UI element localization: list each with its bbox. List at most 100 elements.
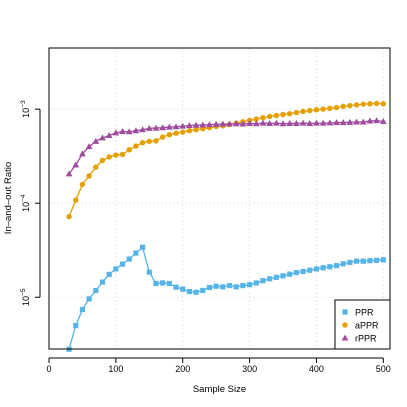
data-point-appr [133, 143, 139, 149]
data-point-rppr [359, 118, 367, 125]
data-point-ppr [273, 274, 279, 280]
data-point-ppr [193, 289, 199, 295]
plot-frame [48, 47, 391, 350]
data-point-appr [293, 109, 300, 116]
data-point-appr [113, 152, 119, 158]
legend-marker-ppr [342, 309, 348, 315]
data-point-rppr [206, 121, 213, 128]
data-point-ppr [73, 322, 79, 329]
series-ppr [66, 244, 386, 352]
data-point-rppr [239, 120, 247, 127]
data-point-rppr [159, 124, 167, 131]
data-point-ppr [153, 280, 159, 287]
data-point-rppr [272, 119, 280, 126]
data-point-ppr [380, 257, 386, 263]
data-point-ppr [353, 258, 360, 264]
data-point-appr [327, 105, 333, 112]
data-point-rppr [226, 120, 233, 127]
data-point-ppr [320, 265, 326, 271]
data-point-rppr [299, 119, 307, 126]
data-point-rppr [65, 170, 73, 177]
data-point-ppr [146, 269, 152, 275]
data-point-appr [99, 157, 106, 164]
data-point-rppr [192, 121, 200, 128]
data-point-rppr [319, 119, 327, 126]
legend-marker-appr [342, 322, 348, 328]
data-point-appr [119, 151, 126, 158]
data-point-rppr [353, 118, 360, 125]
x-axis: 0 100 200 300 400 500 [46, 357, 391, 374]
data-point-appr [186, 127, 193, 134]
data-point-rppr [346, 118, 354, 125]
data-point-appr [300, 108, 306, 115]
y-axis: 10−5 10−4 10−3 [20, 100, 41, 306]
data-point-ppr [180, 286, 186, 292]
data-point-ppr [313, 266, 320, 272]
data-point-ppr [186, 288, 193, 295]
data-point-rppr [139, 126, 147, 133]
data-point-ppr [99, 279, 106, 285]
series-layer [65, 100, 387, 352]
data-point-rppr [246, 120, 253, 126]
data-point-appr [73, 197, 79, 203]
data-point-rppr [266, 120, 274, 126]
data-point-ppr [226, 283, 233, 289]
data-point-appr [313, 107, 320, 113]
data-point-ppr [79, 306, 86, 313]
x-tick-label: 400 [309, 364, 324, 374]
data-point-ppr [119, 261, 126, 267]
data-point-rppr [333, 119, 340, 126]
data-point-appr [333, 104, 340, 111]
data-point-ppr [160, 280, 166, 286]
data-point-appr [260, 115, 266, 121]
data-point-ppr [340, 261, 346, 267]
data-point-rppr [292, 120, 300, 126]
data-point-rppr [85, 143, 93, 150]
data-point-appr [347, 102, 353, 109]
data-point-rppr [252, 120, 260, 127]
data-point-ppr [240, 283, 246, 289]
data-point-ppr [333, 263, 340, 269]
data-point-appr [126, 147, 132, 153]
data-point-appr [86, 173, 92, 179]
data-point-ppr [360, 258, 366, 264]
data-point-ppr [173, 284, 179, 290]
x-axis-label: Sample Size [193, 384, 246, 395]
data-point-rppr [219, 120, 227, 127]
data-point-ppr [213, 283, 219, 289]
data-point-rppr [199, 121, 207, 128]
data-point-appr [159, 134, 166, 140]
x-tick-label: 100 [108, 364, 123, 374]
data-point-appr [153, 138, 159, 144]
data-point-appr [307, 107, 313, 114]
legend-label-ppr: PPR [355, 308, 374, 318]
legend-label-rppr: rPPR [355, 334, 377, 344]
x-tick-label: 300 [242, 364, 257, 374]
data-point-ppr [113, 266, 119, 272]
data-point-ppr [280, 273, 286, 279]
data-point-ppr [307, 267, 313, 273]
series-appr [66, 100, 387, 220]
data-point-ppr [106, 271, 112, 278]
data-point-rppr [186, 122, 193, 129]
data-point-appr [79, 181, 86, 188]
data-point-rppr [313, 119, 320, 126]
data-point-appr [173, 130, 179, 136]
x-tick-label: 0 [46, 364, 51, 374]
data-point-rppr [99, 134, 106, 141]
data-point-appr [139, 139, 146, 146]
data-point-ppr [233, 284, 239, 290]
y-tick-label: 10−4 [20, 194, 31, 212]
data-point-ppr [200, 287, 206, 294]
data-point-rppr [112, 129, 120, 136]
legend-marker-rppr [341, 334, 349, 341]
data-point-ppr [253, 280, 259, 286]
data-point-ppr [140, 244, 146, 250]
data-point-appr [93, 164, 99, 170]
data-point-rppr [279, 120, 287, 127]
data-point-ppr [367, 258, 373, 264]
data-point-appr [106, 154, 112, 160]
data-point-ppr [93, 287, 99, 294]
data-point-ppr [246, 282, 253, 288]
